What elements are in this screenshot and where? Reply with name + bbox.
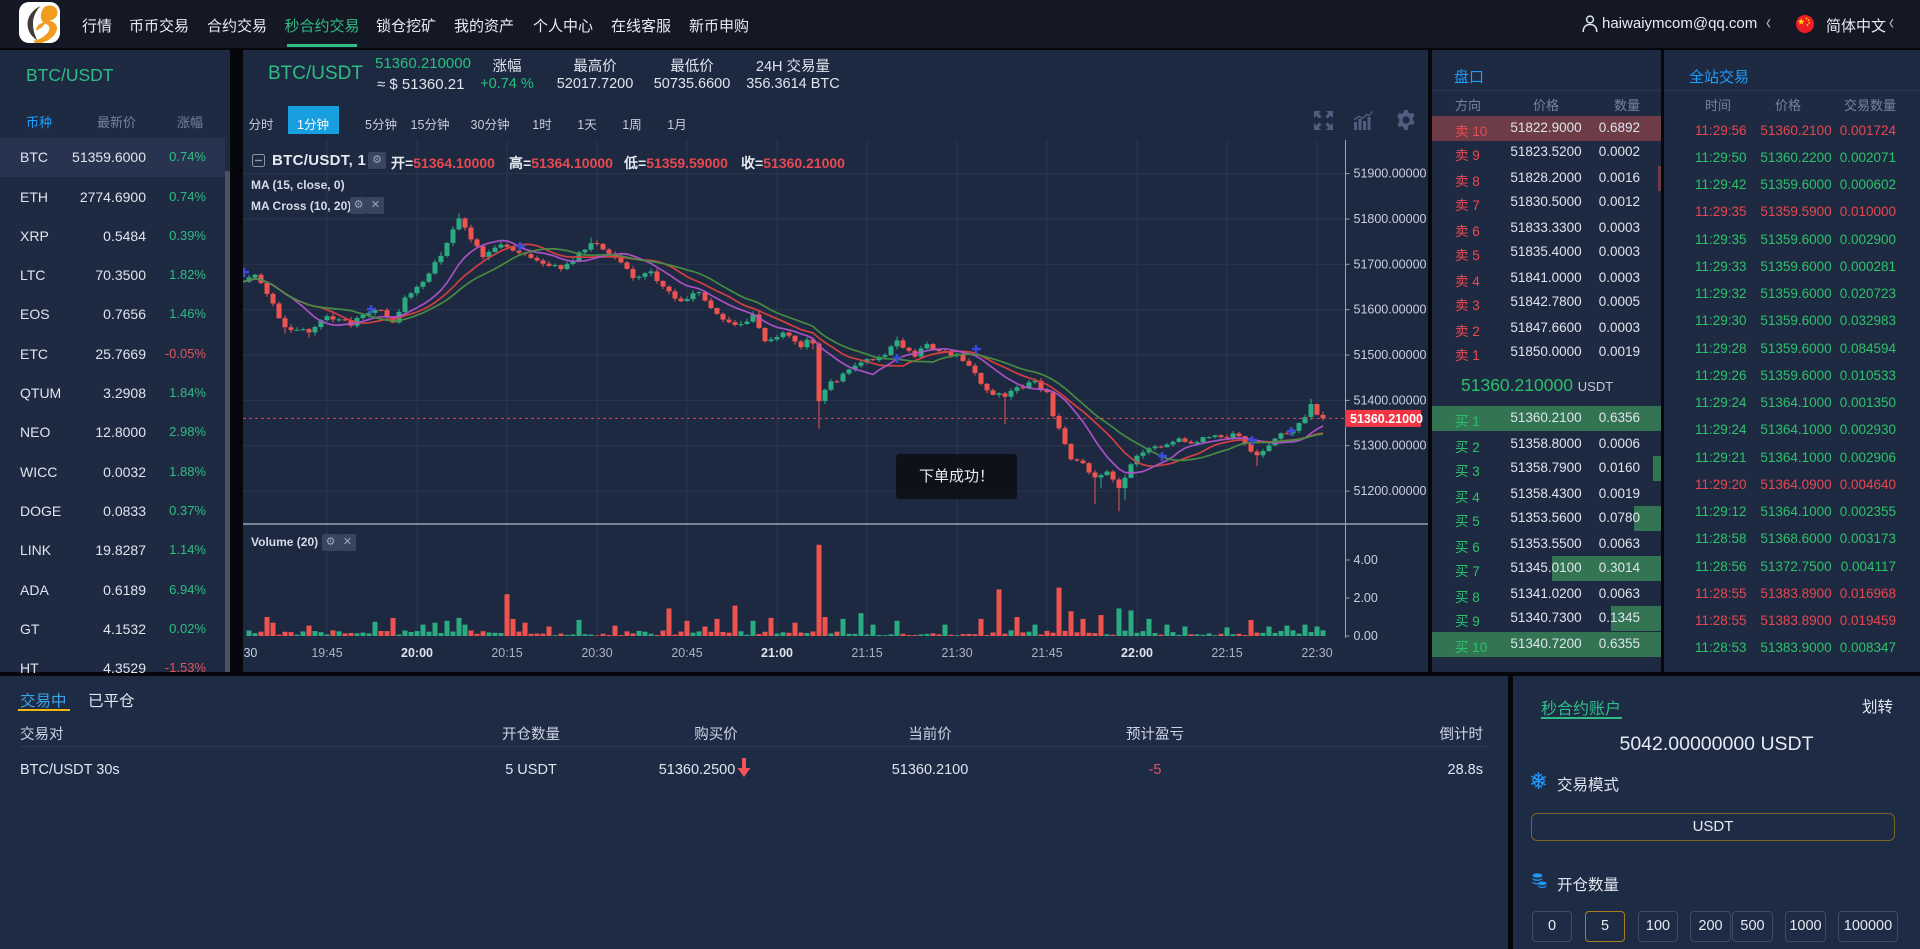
svg-text:20:00: 20:00 xyxy=(401,646,433,660)
svg-text:51800.00000: 51800.00000 xyxy=(1354,212,1427,226)
svg-text:21:15: 21:15 xyxy=(851,646,882,660)
svg-text:22:15: 22:15 xyxy=(1211,646,1242,660)
svg-text:22:00: 22:00 xyxy=(1121,646,1153,660)
svg-text:51700.00000: 51700.00000 xyxy=(1354,257,1427,271)
svg-text:0.00: 0.00 xyxy=(1354,629,1378,643)
svg-text:51200.00000: 51200.00000 xyxy=(1354,484,1427,498)
svg-text:21:45: 21:45 xyxy=(1031,646,1062,660)
svg-text:20:15: 20:15 xyxy=(491,646,522,660)
svg-text:20:30: 20:30 xyxy=(581,646,612,660)
svg-text:21:00: 21:00 xyxy=(761,646,793,660)
svg-text:20:45: 20:45 xyxy=(671,646,702,660)
svg-text:21:30: 21:30 xyxy=(941,646,972,660)
svg-text:51300.00000: 51300.00000 xyxy=(1354,439,1427,453)
svg-text:51360.21000: 51360.21000 xyxy=(1350,412,1423,426)
svg-text::30: :30 xyxy=(243,646,257,660)
svg-text:51600.00000: 51600.00000 xyxy=(1354,303,1427,317)
svg-text:19:45: 19:45 xyxy=(311,646,342,660)
svg-text:4.00: 4.00 xyxy=(1354,553,1378,567)
svg-text:2.00: 2.00 xyxy=(1354,591,1378,605)
svg-text:51900.00000: 51900.00000 xyxy=(1354,167,1427,181)
svg-text:22:30: 22:30 xyxy=(1301,646,1332,660)
svg-text:51500.00000: 51500.00000 xyxy=(1354,348,1427,362)
svg-text:51400.00000: 51400.00000 xyxy=(1354,393,1427,407)
